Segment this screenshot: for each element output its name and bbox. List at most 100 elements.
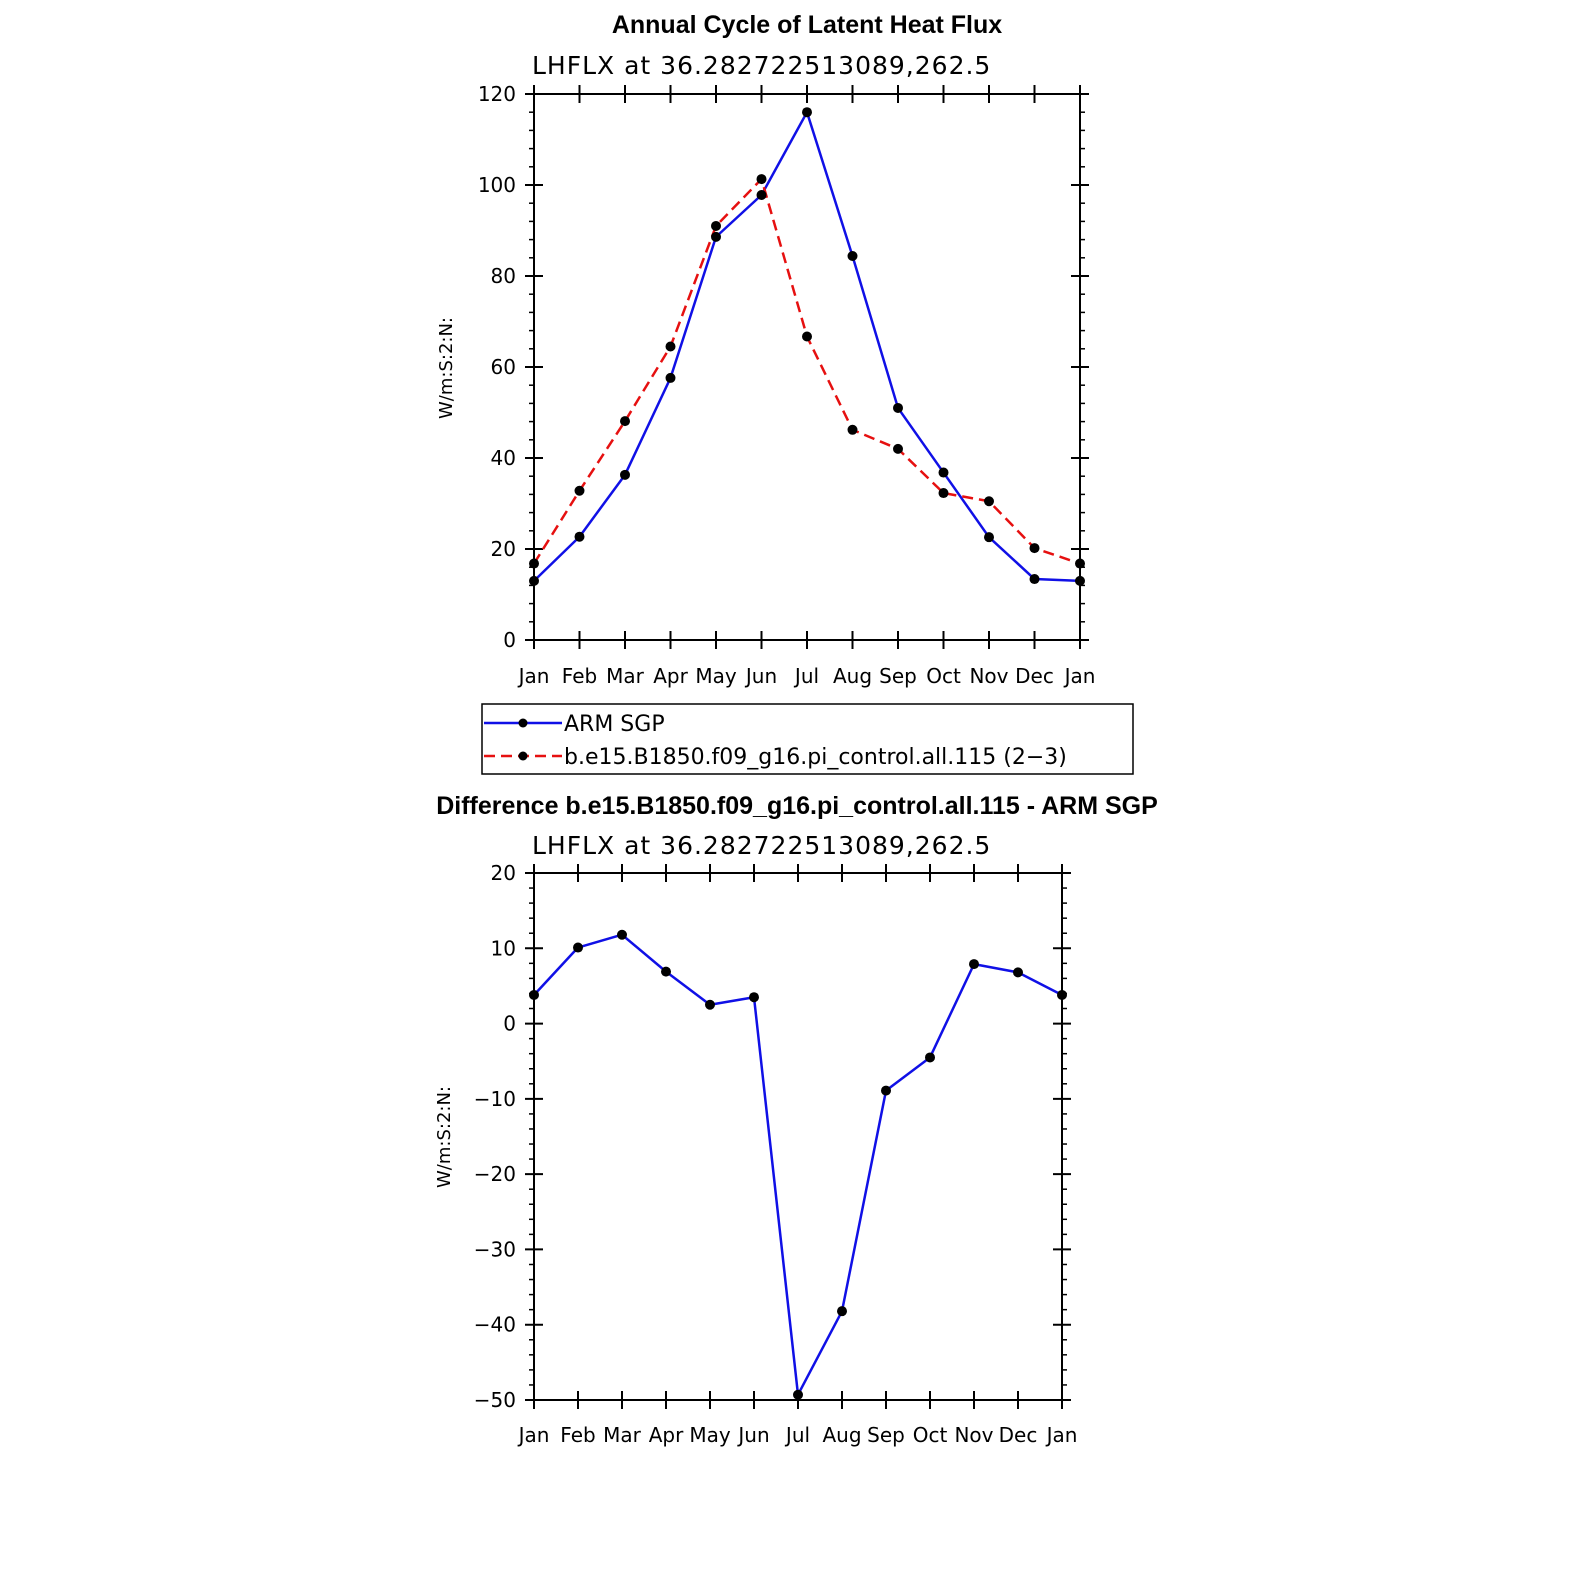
chart1-xtick-label: May (695, 664, 737, 688)
chart2-data-point (969, 959, 979, 970)
chart2-ytick-label: −30 (474, 1237, 516, 1261)
chart2-xtick-label: Apr (649, 1423, 684, 1447)
chart1-ytick-label: 0 (503, 628, 516, 652)
legend-entry-model: b.e15.B1850.f09_g16.pi_control.all.115 (… (564, 745, 1067, 770)
legend-entry-obs: ARM SGP (564, 712, 665, 737)
chart2-data-point (1013, 967, 1023, 978)
chart1-data-point (1029, 543, 1040, 554)
chart1-xtick-label: Jan (1063, 664, 1096, 688)
legend-marker-obs (518, 718, 528, 728)
chart1-data-point (847, 424, 858, 435)
chart1-data-point (665, 341, 676, 352)
chart2-plot-area (529, 929, 1067, 1400)
chart1-xtick-label: Jan (517, 664, 550, 688)
chart2-data-point (617, 929, 627, 940)
chart1-xtick-label: Feb (562, 664, 597, 688)
chart1-xtick-label: Apr (653, 664, 688, 688)
chart1-data-point (756, 190, 767, 201)
chart1-data-point (711, 231, 721, 242)
chart2-xtick-label: Nov (954, 1423, 993, 1447)
chart1-data-point (984, 496, 994, 507)
chart2-axes: −50 −40 −30 −20 −10 0 10 20 Jan Feb Mar Apr May Jun Ju… (474, 861, 1078, 1447)
chart2-frame (533, 872, 1063, 1401)
legend-marker-model (518, 751, 528, 761)
chart1-data-point (711, 220, 721, 231)
chart2-data-point (705, 999, 715, 1010)
chart2-ytick-label: −40 (474, 1313, 516, 1337)
chart1-ytick-label: 20 (491, 537, 516, 561)
chart2-data-point (1057, 989, 1067, 1000)
chart1-data-point (893, 443, 903, 454)
chart2-ytick-label: −50 (474, 1388, 516, 1412)
chart2-xtick-label: Aug (822, 1423, 861, 1447)
chart1-data-point (802, 331, 812, 342)
chart1-frame (533, 93, 1081, 641)
chart2-y-axis-label: W/m:S:2:N: (434, 1086, 455, 1188)
chart2-xtick-label: Dec (999, 1423, 1038, 1447)
chart1-xtick-label: Nov (969, 664, 1008, 688)
chart1-xtick-label: Dec (1015, 664, 1054, 688)
chart2-data-point (925, 1052, 935, 1063)
chart1-data-point (620, 416, 630, 427)
chart1-ytick-label: 60 (491, 355, 516, 379)
chart2-xtick-label: Feb (560, 1423, 595, 1447)
chart2-xtick-label: Oct (913, 1423, 948, 1447)
chart1-data-point (893, 402, 903, 413)
chart2-xtick-label: Mar (603, 1423, 642, 1447)
chart1-data-point (620, 469, 630, 480)
chart1-xtick-label: Oct (926, 664, 961, 688)
chart1-y-axis-label: W/m:S:2:N: (436, 317, 457, 419)
chart1-data-point (756, 174, 767, 185)
chart2-data-point (749, 992, 759, 1003)
chart1-xtick-label: Jun (744, 664, 777, 688)
chart1-data-point (938, 467, 949, 478)
chart1-ytick-label: 100 (478, 173, 516, 197)
chart1-ytick-label: 40 (491, 446, 516, 470)
chart1-ytick-label: 120 (478, 82, 516, 106)
chart2-xtick-label: May (689, 1423, 731, 1447)
chart1-xtick-label: Aug (833, 664, 872, 688)
chart1-xtick-label: Sep (879, 664, 917, 688)
chart2-xtick-label: Jun (736, 1423, 769, 1447)
chart1-data-point (938, 488, 949, 499)
chart1-xtick-label: Jul (793, 664, 819, 688)
chart1-axes: 0 20 40 60 80 100 120 Jan Feb Mar Apr May Jun Jul Aug S… (478, 82, 1096, 688)
chart2-data-point (793, 1389, 803, 1400)
chart1-data-point (1029, 574, 1040, 585)
chart1-data-point (1075, 575, 1085, 586)
chart2-ytick-label: −10 (474, 1087, 516, 1111)
chart1-xtick-label: Mar (606, 664, 645, 688)
chart2-xtick-label: Jul (784, 1423, 810, 1447)
chart2-ytick-label: 20 (491, 861, 516, 885)
chart2-ytick-label: 0 (503, 1012, 516, 1036)
chart2-data-point (573, 942, 583, 953)
chart2-xtick-label: Jan (517, 1423, 550, 1447)
chart2-ytick-label: 10 (491, 936, 516, 960)
chart2-ytick-label: −20 (474, 1162, 516, 1186)
chart1-data-point (1075, 558, 1085, 569)
chart2-title: Difference b.e15.B1850.f09_g16.pi_contro… (436, 792, 1158, 820)
chart1-legend: ARM SGP b.e15.B1850.f09_g16.pi_control.a… (481, 703, 1134, 775)
chart1-data-point (574, 485, 585, 496)
chart2-series-line-1 (533, 933, 1063, 1396)
chart1-data-point (984, 532, 994, 543)
chart1-title: Annual Cycle of Latent Heat Flux (612, 11, 1002, 39)
chart1-ytick-label: 80 (491, 264, 516, 288)
chart2-data-point (881, 1085, 891, 1096)
chart1-data-point (802, 107, 812, 118)
legend-box (481, 703, 1134, 775)
chart2-xtick-label: Sep (867, 1423, 905, 1447)
chart2-data-point (529, 989, 539, 1000)
chart2-subtitle: LHFLX at 36.282722513089,262.5 (532, 831, 991, 860)
chart1-data-point (847, 250, 858, 261)
chart1-data-point (529, 575, 539, 586)
chart1-data-point (665, 372, 676, 383)
chart2-data-point (837, 1306, 847, 1317)
chart1-series-line-2 (532, 177, 1081, 565)
chart1-plot-area (529, 107, 1085, 586)
chart1-data-point (529, 558, 539, 569)
chart1-data-point (574, 531, 585, 542)
chart2-xtick-label: Jan (1045, 1423, 1078, 1447)
chart1-subtitle: LHFLX at 36.282722513089,262.5 (532, 51, 991, 80)
